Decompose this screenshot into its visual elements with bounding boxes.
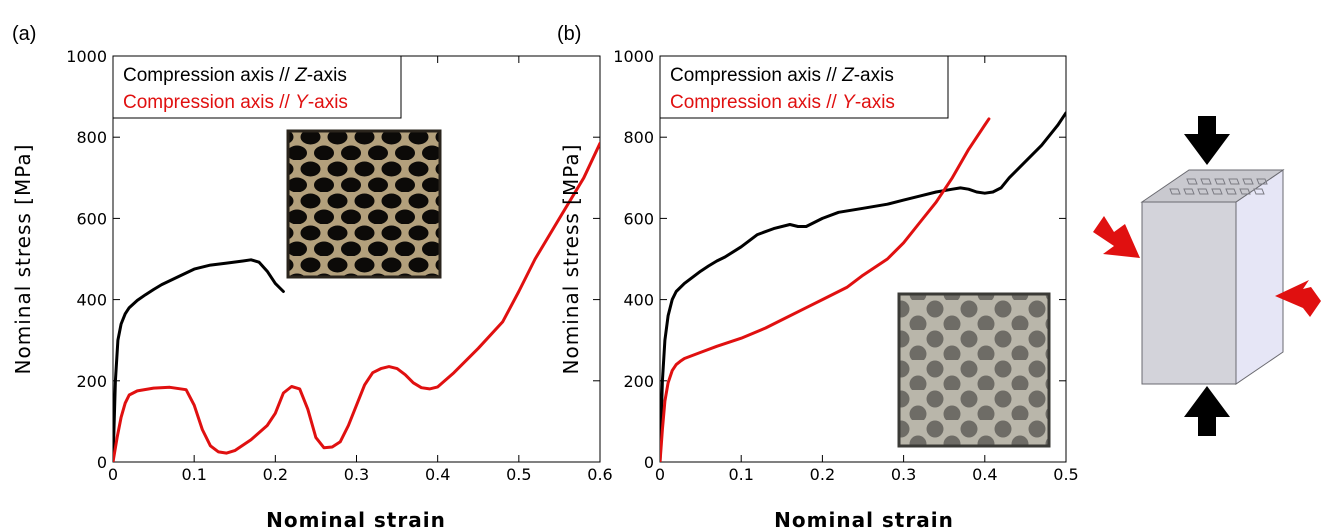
x-axis-title-a: Nominal strain <box>266 508 446 531</box>
panel-label-b: (b) <box>557 23 581 45</box>
y-tick-label: 1000 <box>613 47 654 66</box>
x-tick-label: 0.4 <box>425 465 450 484</box>
series-line-b-z-axis <box>660 111 1066 462</box>
y-tick-label: 400 <box>623 291 654 310</box>
series-group-b <box>660 111 1066 462</box>
x-tick-labels-a: 0 0.1 0.2 0.3 0.4 0.5 0.6 <box>108 465 613 484</box>
x-tick-label: 0.3 <box>891 465 916 484</box>
cube-top-lattice <box>1169 178 1268 195</box>
panel-label-a: (a) <box>12 23 36 45</box>
x-tick-label: 0.4 <box>972 465 997 484</box>
y-tick-label: 1000 <box>66 47 107 66</box>
y-tick-label: 0 <box>644 453 654 472</box>
y-tick-label: 600 <box>623 209 654 228</box>
arrow-down-top-icon <box>1184 116 1230 165</box>
legend-item-a-y: Compression axis // Y-axis <box>123 92 348 113</box>
arrow-lateral-left-icon <box>1093 216 1140 258</box>
y-tick-label: 0 <box>97 453 107 472</box>
series-group-a <box>113 141 600 462</box>
legend-a: Compression axis // Z-axis Compression a… <box>112 55 402 119</box>
x-axis-title-b: Nominal strain <box>774 508 954 531</box>
series-line-b-y-axis <box>660 117 991 462</box>
x-tick-label: 0.2 <box>810 465 835 484</box>
y-tick-label: 200 <box>623 372 654 391</box>
loading-schematic <box>1093 116 1321 436</box>
y-tick-label: 800 <box>76 128 107 147</box>
legend-box-a <box>112 55 402 119</box>
y-tick-label: 400 <box>76 291 107 310</box>
y-tick-labels-a: 0 200 400 600 800 1000 <box>66 47 107 472</box>
x-tick-label: 0 <box>655 465 665 484</box>
x-tick-label: 0.3 <box>344 465 369 484</box>
x-tick-label: 0.2 <box>263 465 288 484</box>
y-tick-label: 600 <box>76 209 107 228</box>
cube-front-face <box>1141 201 1237 385</box>
x-tick-label: 0.1 <box>181 465 206 484</box>
legend-item-a-z: Compression axis // Z-axis <box>123 65 347 86</box>
y-tick-labels-b: 0 200 400 600 800 1000 <box>613 47 654 472</box>
arrow-up-bottom-icon <box>1184 386 1230 436</box>
x-tick-label: 0.5 <box>1053 465 1078 484</box>
y-axis-title-b: Nominal stress [MPa] <box>559 144 583 375</box>
y-axis-title-a: Nominal stress [MPa] <box>11 144 35 375</box>
y-tick-label: 800 <box>623 128 654 147</box>
legend-b: Compression axis // Z-axis Compression a… <box>659 55 949 119</box>
legend-item-b-y: Compression axis // Y-axis <box>670 92 895 113</box>
cube-side-face <box>1235 169 1284 385</box>
x-tick-label: 0.1 <box>728 465 753 484</box>
y-tick-label: 200 <box>76 372 107 391</box>
inset-micrograph-a <box>286 129 442 279</box>
arrow-lateral-right-icon <box>1275 280 1321 317</box>
legend-box-b <box>659 55 949 119</box>
series-line-a-z-axis <box>113 258 285 462</box>
chart-b: (b) 0 0.1 0.2 0.3 0.4 0.5 0 200 400 600 800 1000 N… <box>557 23 1079 531</box>
x-tick-labels-b: 0 0.1 0.2 0.3 0.4 0.5 <box>655 465 1079 484</box>
chart-a: (a) 0 0.1 0.2 0.3 0.4 0.5 0.6 0 200 400 600 800 100… <box>11 23 613 531</box>
legend-item-b-z: Compression axis // Z-axis <box>670 65 894 86</box>
series-line-a-y-axis <box>113 141 600 462</box>
inset-micrograph-b <box>897 292 1051 448</box>
x-tick-label: 0.5 <box>506 465 531 484</box>
x-tick-label: 0.6 <box>587 465 612 484</box>
x-tick-label: 0 <box>108 465 118 484</box>
